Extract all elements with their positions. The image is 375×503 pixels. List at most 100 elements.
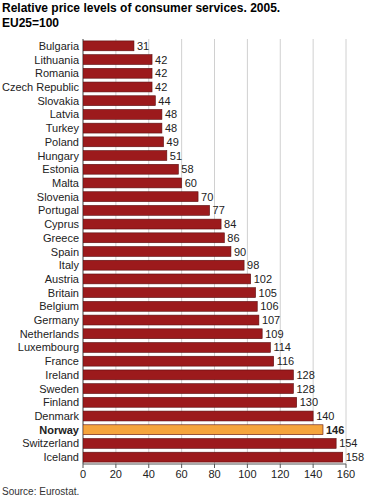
data-label: 128 — [296, 383, 314, 395]
category-label: Romania — [35, 67, 80, 79]
data-label: 31 — [137, 40, 149, 52]
category-label: Germany — [34, 314, 80, 326]
category-label: Cyprus — [44, 218, 79, 230]
bar — [83, 82, 152, 92]
bar — [83, 205, 210, 215]
bar — [83, 397, 297, 407]
category-label: Poland — [45, 136, 79, 148]
bar — [83, 164, 178, 174]
bar — [83, 219, 221, 229]
data-label: 102 — [254, 273, 272, 285]
data-label: 158 — [346, 451, 364, 463]
category-label: Belgium — [39, 300, 79, 312]
data-label: 140 — [316, 410, 334, 422]
data-label: 86 — [227, 232, 239, 244]
title: Relative price levels of consumer servic… — [2, 1, 280, 15]
data-label: 44 — [158, 95, 170, 107]
bar — [83, 356, 274, 366]
bar — [83, 192, 198, 202]
category-label: France — [45, 355, 79, 367]
bar — [83, 151, 167, 161]
grid-line — [346, 39, 347, 464]
data-label: 49 — [167, 136, 179, 148]
tick-label: 80 — [208, 468, 220, 480]
category-label: Sweden — [39, 383, 79, 395]
x-axis — [83, 464, 346, 465]
category-label: Czech Republic — [2, 81, 80, 93]
bar — [83, 96, 155, 106]
category-label: Denmark — [34, 410, 79, 422]
bar — [83, 68, 152, 78]
bar — [83, 288, 256, 298]
category-label: Estonia — [42, 163, 80, 175]
data-label: 84 — [224, 218, 236, 230]
category-label: Slovakia — [37, 95, 79, 107]
category-label: Slovenia — [37, 191, 80, 203]
bar — [83, 274, 251, 284]
data-label: 109 — [265, 328, 283, 340]
tick-label: 60 — [176, 468, 188, 480]
bar — [83, 109, 162, 119]
category-label: Greece — [43, 232, 79, 244]
data-label: 51 — [170, 150, 182, 162]
bar — [83, 247, 231, 257]
bar — [83, 384, 293, 394]
data-label: 48 — [165, 122, 177, 134]
category-label: Portugal — [38, 204, 79, 216]
category-label: Spain — [51, 246, 79, 258]
bar — [83, 315, 259, 325]
bar — [83, 411, 313, 421]
category-label: Britain — [48, 287, 79, 299]
data-label: 116 — [277, 355, 295, 367]
category-label: Italy — [59, 259, 80, 271]
tick-label: 40 — [143, 468, 155, 480]
data-label: 106 — [260, 300, 278, 312]
category-label: Lithuania — [34, 54, 80, 66]
category-label: Malta — [52, 177, 80, 189]
tick-label: 140 — [304, 468, 322, 480]
data-label: 128 — [296, 369, 314, 381]
category-label: Iceland — [44, 451, 79, 463]
data-label: 107 — [262, 314, 280, 326]
chart: Relative price levels of consumer servic… — [0, 0, 375, 503]
bar — [83, 41, 134, 51]
tick-label: 20 — [110, 468, 122, 480]
bar — [83, 439, 336, 449]
tick-label: 0 — [80, 468, 86, 480]
data-label: 154 — [339, 437, 357, 449]
data-label: 130 — [300, 396, 318, 408]
bar — [83, 343, 270, 353]
data-label: 48 — [165, 108, 177, 120]
category-label: Austria — [45, 273, 80, 285]
data-label: 77 — [213, 204, 225, 216]
bar — [83, 370, 293, 380]
bar — [83, 329, 262, 339]
data-label: 60 — [185, 177, 197, 189]
tick-label: 120 — [271, 468, 289, 480]
category-label: Switzerland — [22, 437, 79, 449]
bar — [83, 55, 152, 65]
bar — [83, 301, 257, 311]
category-label: Finland — [43, 396, 79, 408]
bar — [83, 425, 323, 435]
tick-label: 100 — [238, 468, 256, 480]
data-label: 42 — [155, 81, 167, 93]
source-note: Source: Eurostat. — [2, 486, 79, 497]
data-label: 105 — [259, 287, 277, 299]
data-label: 146 — [326, 424, 344, 436]
bar — [83, 123, 162, 133]
category-label: Latvia — [50, 108, 80, 120]
bar — [83, 178, 182, 188]
category-label: Norway — [39, 424, 80, 436]
data-label: 42 — [155, 67, 167, 79]
bar — [83, 233, 224, 243]
bar — [83, 452, 343, 462]
data-label: 70 — [201, 191, 213, 203]
bars — [83, 41, 343, 462]
data-label: 90 — [234, 246, 246, 258]
data-label: 58 — [181, 163, 193, 175]
data-label: 98 — [247, 259, 259, 271]
category-label: Ireland — [45, 369, 79, 381]
category-label: Hungary — [37, 150, 79, 162]
category-label: Bulgaria — [39, 40, 80, 52]
